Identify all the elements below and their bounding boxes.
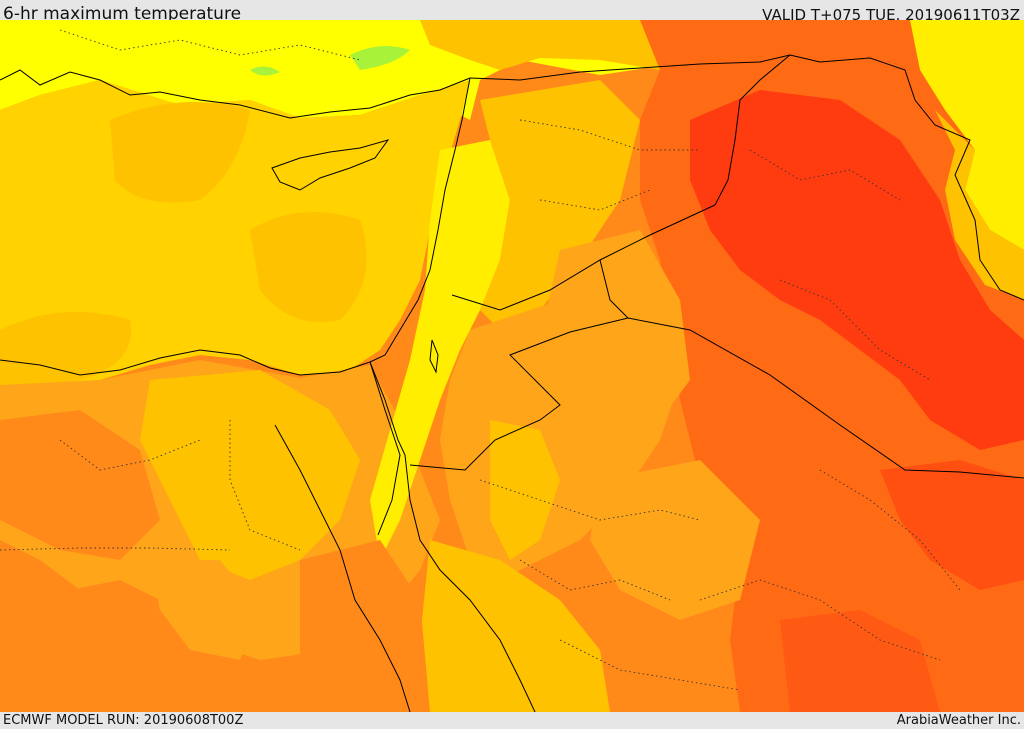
- header-bar: 6-hr maximum temperature VALID T+075 TUE…: [0, 0, 1024, 24]
- temp-zone-levant-mild: [480, 80, 640, 330]
- admin-boundaries: [0, 29, 961, 691]
- temp-zone-egypt-warm-1: [0, 410, 160, 560]
- model-run-label: ECMWF MODEL RUN: 20190608T00Z: [3, 713, 244, 728]
- valid-time-label: VALID T+075 TUE. 20190611T03Z: [762, 6, 1020, 24]
- border-iraq-saudi: [627, 317, 1024, 479]
- admin-line-13: [559, 639, 741, 691]
- coastline-levant: [369, 77, 471, 363]
- border-syria-turkey: [469, 54, 791, 81]
- coastline-cyprus: [271, 139, 390, 191]
- map-borders: [0, 54, 1024, 712]
- credit-label: ArabiaWeather Inc.: [896, 713, 1021, 728]
- sea-patch-2: [0, 312, 132, 385]
- coastline-aqaba: [404, 454, 536, 712]
- admin-line-9: [519, 559, 671, 601]
- admin-line-6: [0, 547, 231, 551]
- temp-zone-south-hot-1: [780, 610, 940, 712]
- border-syria-jordan: [451, 204, 716, 311]
- temp-zone-north-mild: [420, 20, 700, 70]
- temp-zone-egypt-mild-3: [150, 560, 260, 660]
- border-iraq-iran: [789, 54, 1024, 301]
- map-title: 6-hr maximum temperature: [3, 4, 242, 24]
- temp-zone-north-green-1: [350, 46, 410, 70]
- coastline-dead-sea: [429, 339, 439, 374]
- border-egypt-israel: [369, 361, 406, 456]
- temp-zone-mesopotamia-veryhot: [690, 90, 1024, 450]
- coastline-egypt: [0, 349, 371, 376]
- admin-line-7: [229, 420, 301, 551]
- temp-zone-syrian-desert-mild: [540, 230, 690, 430]
- border-syria-iraq: [714, 54, 791, 206]
- temp-zone-hejaz-mild: [420, 540, 610, 712]
- sea-patch-1: [110, 102, 250, 203]
- admin-line-11: [819, 469, 961, 591]
- temp-zone-ne-yellow-overlay: [910, 20, 1024, 250]
- temp-zone-sinai-mild-2: [140, 370, 360, 580]
- admin-line-5: [779, 279, 931, 381]
- admin-line-8: [479, 479, 701, 521]
- coastline-sinai: [369, 361, 401, 536]
- temp-zone-east-veryhot-2: [880, 460, 1024, 590]
- footer-bar: ECMWF MODEL RUN: 20190608T00Z ArabiaWeat…: [0, 712, 1024, 729]
- temperature-map-svg: [0, 20, 1024, 712]
- temp-zone-redsea-warm: [300, 540, 430, 712]
- admin-line-2: [519, 119, 700, 151]
- temp-zone-north-green-2: [250, 66, 280, 76]
- border-jordan-iraq: [599, 259, 629, 319]
- admin-line-1: [59, 29, 361, 61]
- admin-line-10: [699, 579, 941, 661]
- border-jordan-saudi: [409, 317, 629, 471]
- temp-zone-saudi-mild: [590, 460, 760, 620]
- temperature-map[interactable]: [0, 20, 1024, 712]
- temp-zone-jordan-yellow: [490, 420, 560, 560]
- sea-patch-3: [250, 212, 367, 322]
- coastline-redsea-west: [274, 424, 411, 712]
- coastline-turkey: [0, 69, 471, 119]
- temp-zone-ne-mild-overlay: [935, 110, 1024, 300]
